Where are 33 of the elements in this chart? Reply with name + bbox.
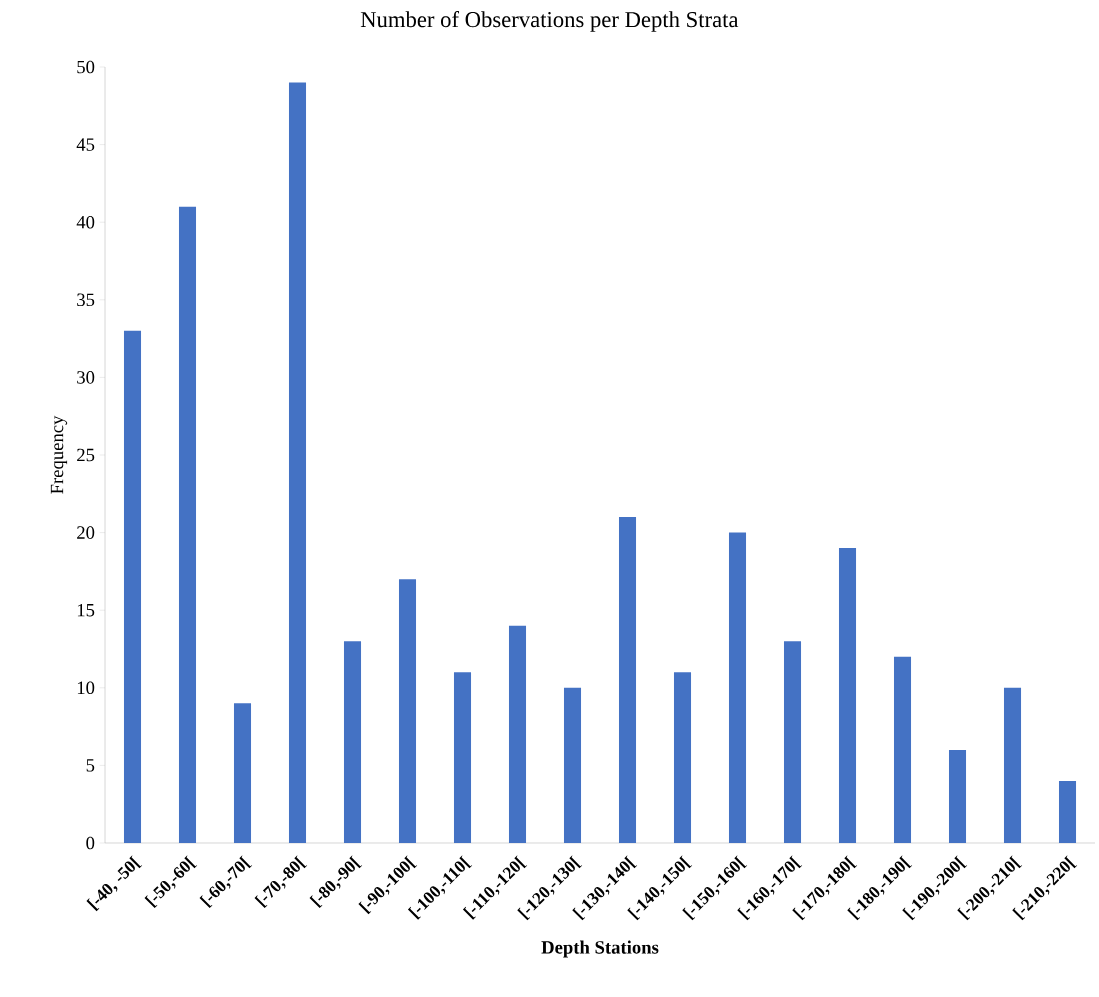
y-tick-label: 10 xyxy=(77,681,95,695)
bar xyxy=(508,625,527,843)
bar xyxy=(618,517,637,843)
bar xyxy=(838,548,857,843)
bar xyxy=(233,703,252,843)
bar xyxy=(893,656,912,843)
y-tick-label: 0 xyxy=(86,836,95,850)
bar xyxy=(398,579,417,843)
y-tick-label: 15 xyxy=(77,603,95,617)
y-tick-label: 50 xyxy=(77,60,95,74)
bar xyxy=(948,749,967,843)
y-tick-label: 5 xyxy=(86,759,95,772)
bar xyxy=(1058,780,1077,843)
bar xyxy=(343,641,362,843)
y-axis-title: Frequency xyxy=(50,415,68,494)
bar xyxy=(1003,687,1022,843)
bar xyxy=(288,82,307,843)
bar xyxy=(563,687,582,843)
x-axis-title: Depth Stations xyxy=(541,940,659,958)
bar xyxy=(783,641,802,843)
x-tick-label: [-40, -50[ xyxy=(86,855,143,912)
bar xyxy=(123,330,142,843)
y-tick-label: 25 xyxy=(77,448,95,462)
y-tick-label: 40 xyxy=(76,215,95,229)
bar xyxy=(728,532,747,843)
chart-title: Number of Observations per Depth Strata xyxy=(360,11,739,32)
y-tick-label: 30 xyxy=(77,371,95,384)
bar xyxy=(453,672,472,843)
bar xyxy=(673,672,692,843)
y-tick-label: 35 xyxy=(77,293,95,307)
bar xyxy=(178,206,197,843)
y-tick-label: 20 xyxy=(77,526,95,539)
y-tick-label: 45 xyxy=(76,138,95,151)
